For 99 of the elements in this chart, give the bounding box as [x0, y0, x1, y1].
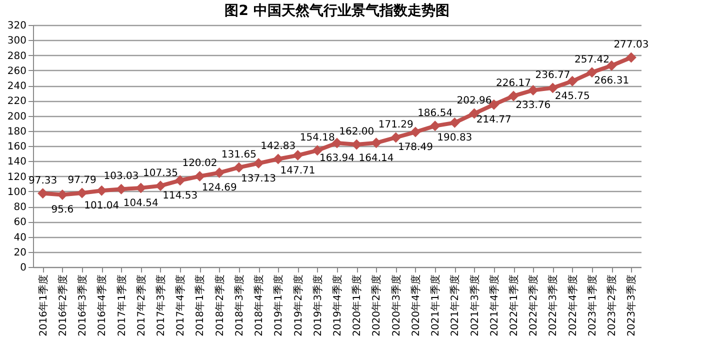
- point: [272, 154, 284, 164]
- x-tick-label: 2021年2季度: [449, 274, 462, 336]
- data-label: 178.49: [398, 142, 433, 154]
- y-tick-label: 20: [14, 247, 26, 258]
- x-tick-label: 2016年2季度: [56, 274, 69, 336]
- data-label: 186.54: [418, 108, 453, 119]
- y-tick-label: 140: [7, 156, 26, 168]
- x-tick-label: 2020年1季度: [351, 274, 364, 336]
- y-tick-label: 120: [7, 172, 26, 183]
- x-tick-label: 2016年4季度: [96, 274, 108, 336]
- point: [214, 167, 225, 178]
- x-tick-label: 2018年2季度: [214, 274, 226, 336]
- x-tick-label: 2018年3季度: [233, 274, 246, 336]
- data-label: 171.29: [378, 119, 414, 130]
- y-tick-label: 200: [7, 111, 26, 122]
- data-label: 277.03: [614, 39, 649, 50]
- x-tick-label: 2021年3季度: [468, 274, 481, 336]
- data-label: 107.35: [142, 168, 178, 179]
- x-tick-label: 2023年1季度: [586, 274, 598, 336]
- x-tick-label: 2018年4季度: [253, 274, 266, 336]
- data-label: 103.03: [104, 171, 139, 182]
- y-tick-label: 220: [7, 96, 26, 108]
- x-tick-label: 2021年1季度: [430, 274, 442, 336]
- data-label: 233.76: [516, 100, 551, 112]
- data-label: 202.96: [456, 96, 492, 107]
- data-label: 266.31: [594, 76, 630, 87]
- point: [155, 180, 166, 192]
- data-label: 131.65: [221, 149, 256, 160]
- data-label: 236.77: [535, 70, 570, 81]
- x-tick-label: 2021年4季度: [488, 274, 500, 336]
- y-tick-label: 40: [14, 232, 26, 244]
- point: [292, 150, 304, 161]
- data-label: 97.33: [28, 175, 58, 186]
- y-tick-label: 100: [7, 186, 26, 198]
- data-label: 101.04: [84, 200, 120, 212]
- point: [96, 185, 107, 196]
- x-tick-label: 2022年4季度: [566, 274, 579, 336]
- point: [253, 158, 264, 169]
- data-label: 142.83: [260, 140, 296, 152]
- y-tick-label: 60: [14, 217, 26, 228]
- data-label: 137.13: [241, 173, 276, 184]
- point: [586, 67, 598, 78]
- x-tick-label: 2020年4季度: [410, 274, 422, 336]
- data-label: 162.00: [339, 126, 374, 138]
- x-tick-label: 2022年1季度: [508, 274, 520, 336]
- point: [194, 170, 205, 182]
- x-tick-label: 2022年3季度: [547, 274, 560, 336]
- y-tick-label: 300: [7, 36, 26, 47]
- chart-title: 图2 中国天然气行业景气指数走势图: [224, 3, 450, 19]
- y-tick-label: 320: [7, 20, 26, 32]
- point: [234, 162, 244, 173]
- x-tick-label: 2019年4季度: [332, 274, 344, 336]
- x-tick-label: 2019年1季度: [272, 274, 285, 336]
- point: [528, 84, 538, 96]
- point: [390, 132, 402, 143]
- point: [548, 82, 558, 94]
- data-label: 120.02: [182, 158, 218, 170]
- point: [430, 120, 440, 132]
- y-tick-label: 260: [7, 66, 26, 77]
- data-label: 164.14: [358, 152, 394, 164]
- data-label: 257.42: [574, 54, 610, 66]
- data-label: 245.75: [554, 91, 590, 102]
- y-tick-label: 280: [7, 50, 26, 62]
- data-label: 114.53: [162, 190, 198, 202]
- x-tick-label: 2019年3季度: [312, 274, 324, 336]
- x-tick-label: 2020年2季度: [370, 274, 383, 336]
- x-tick-label: 2017年4季度: [174, 274, 187, 336]
- x-tick-label: 2017年3季度: [154, 274, 167, 336]
- x-tick-label: 2023年3季度: [626, 274, 638, 336]
- point: [174, 175, 186, 186]
- x-tick-label: 2018年1季度: [194, 274, 206, 336]
- y-tick-label: 160: [7, 142, 26, 152]
- data-label: 214.77: [476, 114, 512, 126]
- data-label: 104.54: [123, 198, 158, 209]
- x-tick-label: 2023年2季度: [606, 274, 618, 336]
- point: [508, 90, 519, 102]
- data-label: 147.71: [280, 165, 316, 176]
- point: [116, 184, 126, 194]
- x-tick-label: 2017年2季度: [135, 274, 148, 336]
- data-label: 97.79: [68, 175, 96, 186]
- y-tick-label: 80: [14, 202, 26, 213]
- x-tick-label: 2017年1季度: [116, 274, 128, 336]
- data-label: 163.94: [320, 153, 354, 164]
- point: [449, 117, 460, 128]
- x-tick-label: 2020年3季度: [390, 274, 402, 336]
- data-label: 226.17: [496, 78, 532, 89]
- y-tick-label: 180: [7, 126, 26, 138]
- data-label: 95.6: [51, 204, 74, 216]
- point: [410, 126, 421, 138]
- point: [626, 52, 636, 63]
- y-tick-label: 0: [20, 262, 26, 274]
- x-tick-label: 2016年1季度: [37, 274, 50, 336]
- x-tick-label: 2019年2季度: [292, 274, 304, 336]
- data-label: 154.18: [300, 132, 335, 144]
- y-tick-label: 240: [7, 81, 26, 92]
- x-tick-label: 2016年3季度: [76, 274, 89, 336]
- data-label: 190.83: [437, 132, 472, 144]
- data-label: 124.69: [202, 182, 237, 194]
- x-tick-label: 2022年2季度: [528, 274, 540, 336]
